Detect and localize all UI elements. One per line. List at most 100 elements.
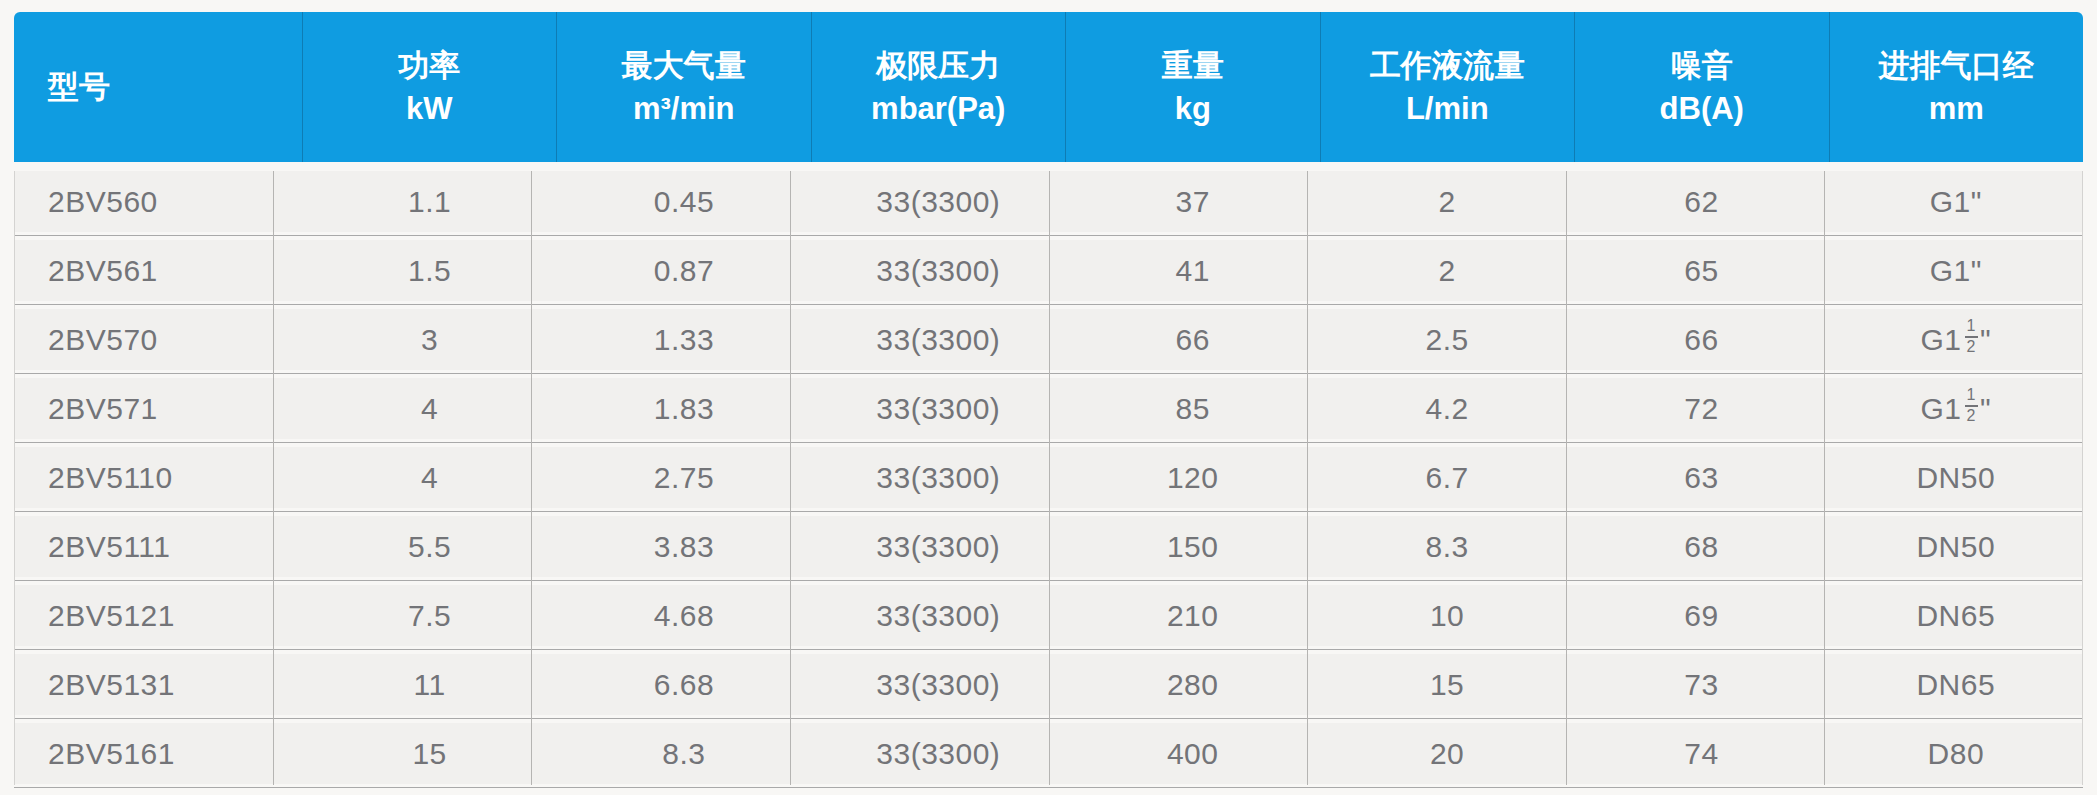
cell-weight: 400: [1066, 723, 1320, 784]
inch-mark: ": [1980, 323, 1991, 357]
table-row: 2BV57031.3333(3300)662.566G112": [14, 309, 2083, 370]
cell-ultimate-pressure: 33(3300): [811, 240, 1065, 301]
spec-table: 型号功率kW最大气量m³/min极限压力mbar(Pa)重量kg工作液流量L/m…: [14, 12, 2083, 789]
cell-power: 4: [302, 447, 556, 508]
cell-noise: 73: [1574, 654, 1828, 715]
cell-max-air-flow: 8.3: [557, 723, 811, 784]
cell-working-liquid-flow: 15: [1320, 654, 1574, 715]
cell-max-air-flow: 6.68: [557, 654, 811, 715]
column-header-label: 进排气口经: [1879, 48, 2034, 84]
column-header-label: 噪音: [1671, 48, 1733, 84]
cell-max-air-flow: 4.68: [557, 585, 811, 646]
cell-ultimate-pressure: 33(3300): [811, 516, 1065, 577]
cell-ultimate-pressure: 33(3300): [811, 585, 1065, 646]
row-separator: [14, 232, 2083, 240]
cell-power: 1.1: [302, 171, 556, 232]
cell-ultimate-pressure: 33(3300): [811, 171, 1065, 232]
cell-ultimate-pressure: 33(3300): [811, 723, 1065, 784]
cell-model: 2BV561: [14, 240, 302, 301]
cell-port-diameter: G1": [1829, 240, 2083, 301]
column-header-label: 工作液流量: [1370, 48, 1525, 84]
cell-port-diameter: DN50: [1829, 447, 2083, 508]
cell-port-diameter: G1": [1829, 171, 2083, 232]
cell-max-air-flow: 1.83: [557, 378, 811, 439]
table-row: 2BV5611.50.8733(3300)41265G1": [14, 240, 2083, 301]
cell-power: 15: [302, 723, 556, 784]
column-header-unit: mm: [1929, 91, 1984, 127]
cell-working-liquid-flow: 8.3: [1320, 516, 1574, 577]
table-row: 2BV5161158.333(3300)4002074D80: [14, 723, 2083, 784]
cell-power: 4: [302, 378, 556, 439]
cell-weight: 66: [1066, 309, 1320, 370]
cell-model: 2BV5131: [14, 654, 302, 715]
column-header-unit: kg: [1175, 91, 1211, 127]
cell-max-air-flow: 0.87: [557, 240, 811, 301]
row-separator: [14, 301, 2083, 309]
cell-power: 11: [302, 654, 556, 715]
column-header-label: 极限压力: [876, 48, 1000, 84]
cell-max-air-flow: 2.75: [557, 447, 811, 508]
fraction-one-half: 12: [1965, 387, 1978, 425]
row-separator: [14, 784, 2083, 789]
column-header-noise: 噪音 dB(A): [1574, 12, 1829, 162]
pipe-size-prefix: G1: [1921, 323, 1962, 357]
row-separator: [14, 646, 2083, 654]
cell-weight: 37: [1066, 171, 1320, 232]
cell-weight: 85: [1066, 378, 1320, 439]
cell-weight: 280: [1066, 654, 1320, 715]
cell-ultimate-pressure: 33(3300): [811, 378, 1065, 439]
row-separator: [14, 508, 2083, 516]
cell-working-liquid-flow: 10: [1320, 585, 1574, 646]
column-header-max-air-flow: 最大气量m³/min: [556, 12, 811, 162]
column-header-port-diameter: 进排气口经 mm: [1829, 12, 2084, 162]
cell-noise: 65: [1574, 240, 1828, 301]
cell-power: 7.5: [302, 585, 556, 646]
cell-model: 2BV570: [14, 309, 302, 370]
cell-working-liquid-flow: 4.2: [1320, 378, 1574, 439]
column-header-power: 功率kW: [302, 12, 557, 162]
table-row: 2BV57141.8333(3300)854.272G112": [14, 378, 2083, 439]
cell-power: 5.5: [302, 516, 556, 577]
cell-port-diameter: DN50: [1829, 516, 2083, 577]
cell-port-diameter: G112": [1829, 309, 2083, 370]
cell-max-air-flow: 1.33: [557, 309, 811, 370]
table-row: 2BV5601.10.4533(3300)37262G1": [14, 171, 2083, 232]
cell-ultimate-pressure: 33(3300): [811, 309, 1065, 370]
column-header-ultimate-pressure: 极限压力 mbar(Pa): [811, 12, 1066, 162]
cell-noise: 69: [1574, 585, 1828, 646]
cell-noise: 72: [1574, 378, 1828, 439]
cell-weight: 41: [1066, 240, 1320, 301]
table-body: 2BV5601.10.4533(3300)37262G1"2BV5611.50.…: [14, 171, 2083, 789]
cell-working-liquid-flow: 2: [1320, 171, 1574, 232]
column-header-model: 型号: [14, 12, 302, 162]
cell-model: 2BV5110: [14, 447, 302, 508]
column-header-working-liquid-flow: 工作液流量 L/min: [1320, 12, 1575, 162]
cell-model: 2BV5111: [14, 516, 302, 577]
cell-weight: 150: [1066, 516, 1320, 577]
cell-power: 3: [302, 309, 556, 370]
cell-port-diameter: G112": [1829, 378, 2083, 439]
column-header-label: 最大气量: [622, 48, 746, 84]
cell-model: 2BV560: [14, 171, 302, 232]
column-header-unit: dB(A): [1660, 91, 1744, 127]
cell-noise: 62: [1574, 171, 1828, 232]
cell-working-liquid-flow: 2: [1320, 240, 1574, 301]
cell-max-air-flow: 0.45: [557, 171, 811, 232]
row-separator: [14, 439, 2083, 447]
cell-weight: 120: [1066, 447, 1320, 508]
cell-noise: 66: [1574, 309, 1828, 370]
cell-noise: 63: [1574, 447, 1828, 508]
table-row: 2BV51217.54.6833(3300)2101069DN65: [14, 585, 2083, 646]
cell-port-diameter: D80: [1829, 723, 2083, 784]
cell-noise: 74: [1574, 723, 1828, 784]
cell-model: 2BV5161: [14, 723, 302, 784]
cell-weight: 210: [1066, 585, 1320, 646]
column-header-unit: L/min: [1406, 91, 1489, 127]
column-header-label: 型号: [48, 69, 110, 105]
row-separator: [14, 577, 2083, 585]
cell-noise: 68: [1574, 516, 1828, 577]
cell-ultimate-pressure: 33(3300): [811, 447, 1065, 508]
column-header-unit: mbar(Pa): [871, 91, 1005, 127]
column-header-unit: kW: [406, 91, 453, 127]
table-row: 2BV51115.53.8333(3300)1508.368DN50: [14, 516, 2083, 577]
